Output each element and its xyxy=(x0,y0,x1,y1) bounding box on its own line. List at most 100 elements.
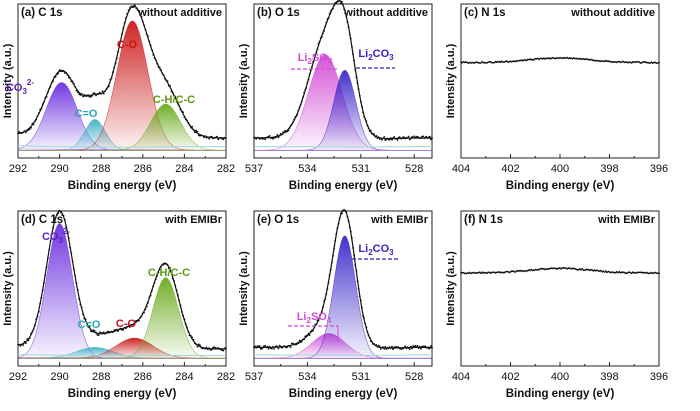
peak-label: C-O xyxy=(117,39,138,51)
data-point xyxy=(297,109,300,112)
data-point xyxy=(53,76,56,78)
data-point xyxy=(268,345,271,348)
data-point xyxy=(314,55,317,58)
data-point xyxy=(182,314,185,317)
data-point xyxy=(209,349,212,351)
x-tick-label: 400 xyxy=(551,371,569,383)
data-point xyxy=(17,343,19,346)
data-point xyxy=(316,48,319,51)
data-point xyxy=(504,270,507,273)
data-point xyxy=(179,304,182,307)
data-point xyxy=(41,103,44,106)
data-point xyxy=(152,53,155,56)
raw-data-points xyxy=(460,266,660,275)
data-point xyxy=(173,280,175,282)
data-point xyxy=(21,343,23,346)
data-point xyxy=(400,137,402,140)
data-point xyxy=(425,346,428,349)
data-point xyxy=(145,33,148,36)
data-point xyxy=(582,269,585,272)
data-point xyxy=(50,233,53,236)
data-point xyxy=(512,270,514,273)
data-point xyxy=(83,317,86,320)
data-point xyxy=(167,84,170,87)
data-point xyxy=(84,94,87,97)
data-point xyxy=(460,61,462,63)
data-point xyxy=(426,137,429,139)
data-point xyxy=(117,51,119,53)
data-point xyxy=(324,25,327,28)
data-point xyxy=(623,61,626,64)
data-point xyxy=(423,137,426,140)
data-point xyxy=(128,7,131,9)
panel-label: (f) N 1s xyxy=(464,214,503,226)
data-point xyxy=(58,69,61,71)
data-point xyxy=(54,76,57,78)
data-point xyxy=(75,282,78,285)
data-point xyxy=(139,316,142,319)
data-point xyxy=(431,346,433,349)
data-point xyxy=(117,330,119,332)
data-point xyxy=(115,57,118,60)
x-axis-label: Binding energy (eV) xyxy=(68,388,177,400)
peak-fit-0 xyxy=(17,223,227,359)
data-point xyxy=(591,59,594,62)
data-point xyxy=(339,212,342,215)
data-point xyxy=(30,332,32,335)
data-point xyxy=(342,3,344,6)
data-point xyxy=(273,348,275,350)
data-point xyxy=(328,12,331,15)
data-point xyxy=(389,137,392,139)
data-point xyxy=(336,227,339,230)
data-point xyxy=(145,305,148,308)
data-point xyxy=(376,346,379,348)
data-point xyxy=(531,269,534,272)
data-point xyxy=(255,346,258,349)
data-point xyxy=(358,295,361,298)
data-point xyxy=(209,136,212,138)
peak-label: CO32- xyxy=(42,227,70,245)
data-point xyxy=(334,2,337,4)
x-axis-label: Binding energy (eV) xyxy=(289,388,398,400)
data-point xyxy=(63,72,66,74)
data-point xyxy=(362,315,364,317)
data-point xyxy=(119,40,122,43)
data-point xyxy=(256,345,259,348)
data-point xyxy=(186,119,188,122)
data-point xyxy=(354,69,357,71)
data-point xyxy=(223,347,226,350)
data-point xyxy=(70,252,73,255)
data-point xyxy=(430,345,432,347)
data-point xyxy=(61,70,64,73)
data-point xyxy=(253,136,255,139)
data-point xyxy=(338,217,341,220)
data-point xyxy=(278,134,281,137)
data-point xyxy=(17,132,19,135)
data-point xyxy=(366,331,369,334)
data-point xyxy=(267,347,270,350)
background-line xyxy=(254,354,432,356)
data-point xyxy=(88,95,91,98)
data-point xyxy=(66,232,69,235)
data-point xyxy=(95,331,97,334)
data-point xyxy=(289,346,292,348)
x-tick-label: 396 xyxy=(650,163,668,175)
data-point xyxy=(581,58,584,60)
data-point xyxy=(396,139,399,141)
data-point xyxy=(196,345,199,348)
data-point xyxy=(407,135,410,138)
data-point xyxy=(328,274,331,276)
data-point xyxy=(319,37,322,39)
data-point xyxy=(637,60,639,63)
data-point xyxy=(126,325,129,328)
data-point xyxy=(269,137,272,139)
data-point xyxy=(139,13,142,16)
data-point xyxy=(154,59,157,61)
data-point xyxy=(309,330,312,333)
peak-fit-3 xyxy=(18,103,226,151)
data-point xyxy=(118,328,121,330)
data-point xyxy=(109,78,112,81)
data-point xyxy=(39,302,41,305)
data-point xyxy=(18,131,21,133)
data-point xyxy=(45,96,48,98)
